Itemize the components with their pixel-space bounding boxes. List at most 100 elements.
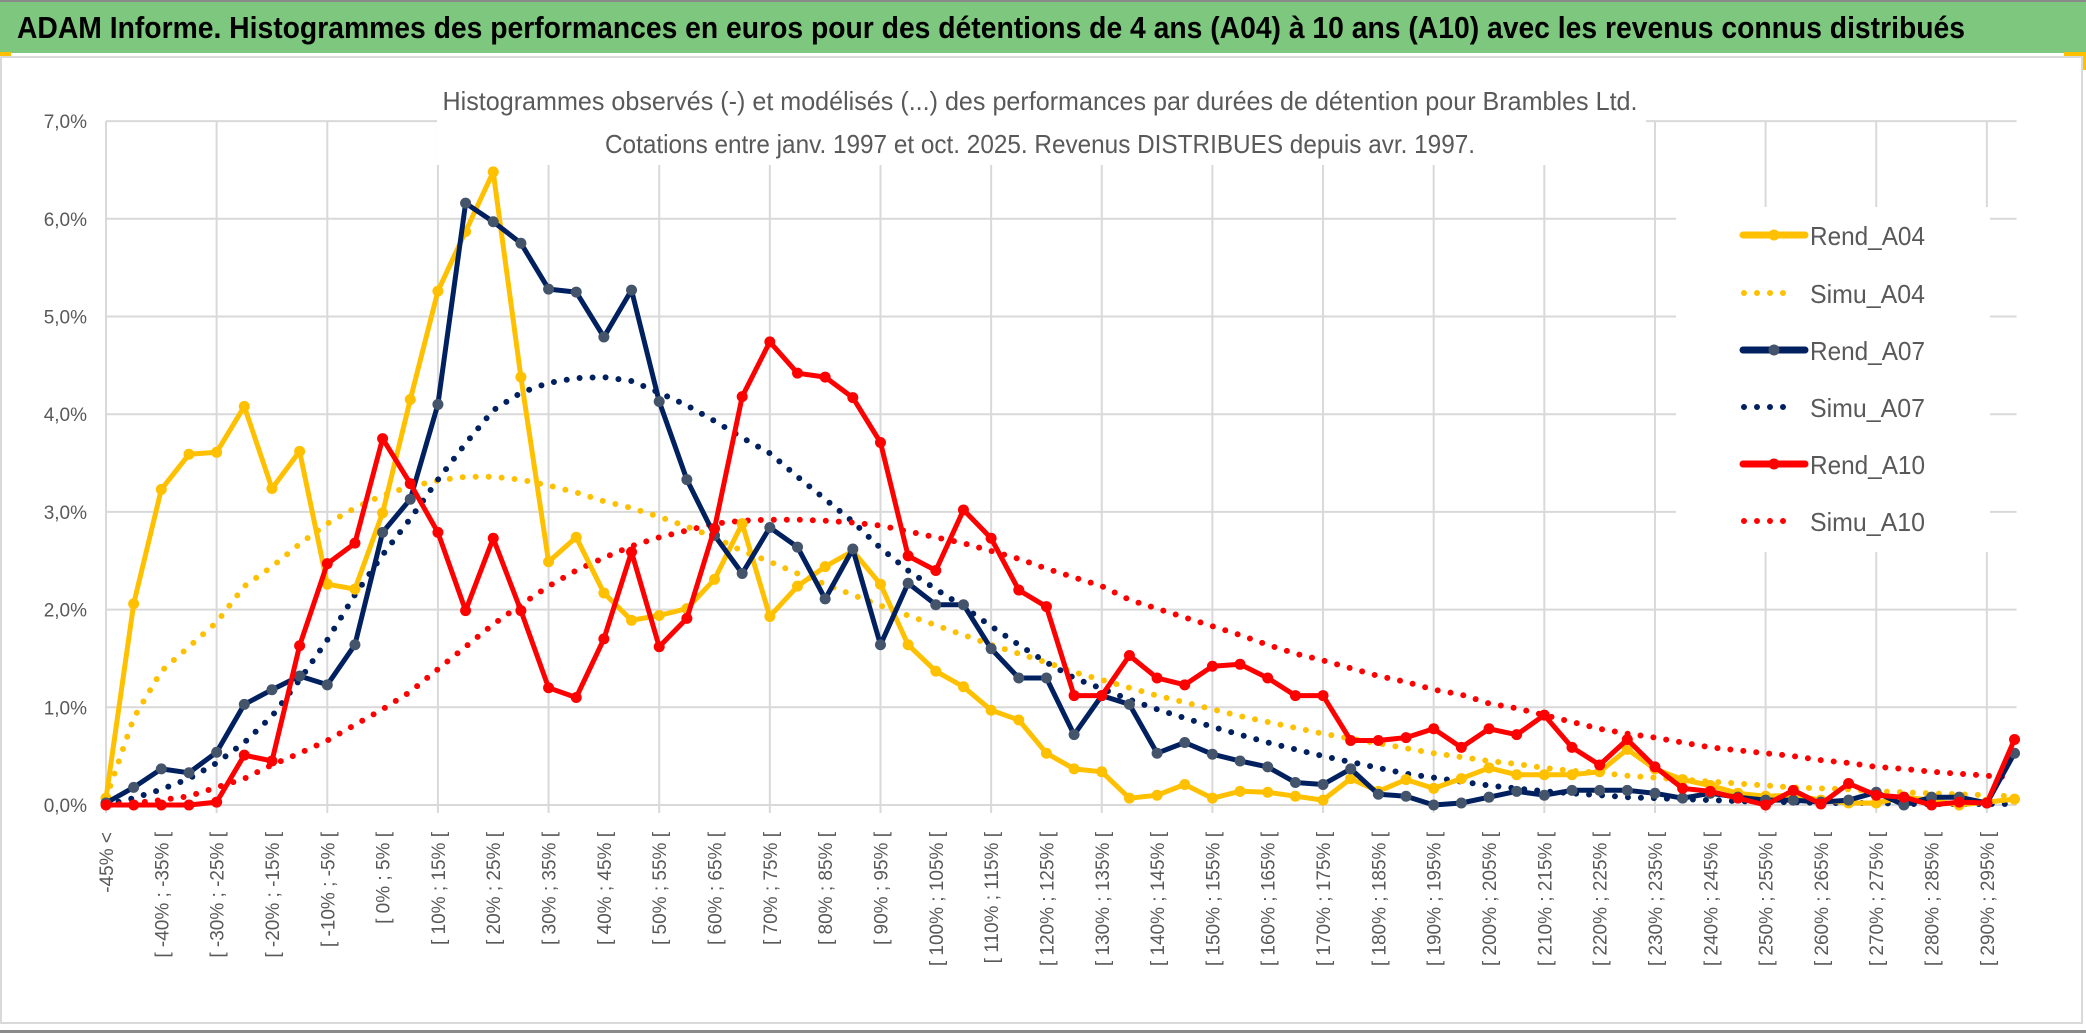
data-point[interactable] xyxy=(515,371,527,383)
data-point[interactable] xyxy=(570,692,582,704)
data-point[interactable] xyxy=(1068,690,1080,702)
data-point[interactable] xyxy=(1428,799,1440,811)
data-point[interactable] xyxy=(626,546,638,558)
data-point[interactable] xyxy=(1898,791,1910,803)
series-rend-a10[interactable] xyxy=(100,336,2021,811)
data-point[interactable] xyxy=(211,746,223,758)
data-point[interactable] xyxy=(764,610,776,622)
data-point[interactable] xyxy=(570,286,582,298)
data-point[interactable] xyxy=(294,670,306,682)
legend-item-simu-a10[interactable]: Simu_A10 xyxy=(1741,507,1925,537)
data-point[interactable] xyxy=(792,580,803,592)
data-point[interactable] xyxy=(377,433,389,445)
data-point[interactable] xyxy=(1483,723,1495,735)
data-point[interactable] xyxy=(930,565,942,577)
data-point[interactable] xyxy=(1981,797,1993,809)
series-simu-a04[interactable] xyxy=(103,473,2018,802)
data-point[interactable] xyxy=(736,567,748,579)
data-point[interactable] xyxy=(1677,792,1689,804)
data-point[interactable] xyxy=(709,523,721,535)
data-point[interactable] xyxy=(681,612,693,624)
data-point[interactable] xyxy=(1096,690,1108,702)
data-point[interactable] xyxy=(404,493,416,505)
data-point[interactable] xyxy=(1013,584,1025,596)
data-point[interactable] xyxy=(792,367,803,379)
data-point[interactable] xyxy=(1068,729,1080,741)
data-point[interactable] xyxy=(1123,698,1135,710)
data-point[interactable] xyxy=(1179,778,1191,790)
data-point[interactable] xyxy=(1926,799,1938,811)
data-point[interactable] xyxy=(1483,762,1495,774)
data-point[interactable] xyxy=(1455,773,1467,785)
data-point[interactable] xyxy=(653,609,665,621)
data-point[interactable] xyxy=(349,537,361,549)
data-point[interactable] xyxy=(1621,734,1633,746)
data-point[interactable] xyxy=(1234,755,1246,767)
legend-item-rend-a07[interactable]: Rend_A07 xyxy=(1739,336,1925,366)
data-point[interactable] xyxy=(1594,759,1606,771)
data-point[interactable] xyxy=(2009,734,2021,746)
data-point[interactable] xyxy=(1870,797,1882,809)
data-point[interactable] xyxy=(377,507,389,519)
data-point[interactable] xyxy=(487,216,499,228)
data-point[interactable] xyxy=(128,799,140,811)
data-point[interactable] xyxy=(626,284,638,296)
data-point[interactable] xyxy=(155,763,167,775)
data-point[interactable] xyxy=(460,197,472,209)
data-point[interactable] xyxy=(1621,784,1633,796)
legend-item-simu-a04[interactable]: Simu_A04 xyxy=(1741,279,1925,309)
data-point[interactable] xyxy=(1123,792,1135,804)
data-point[interactable] xyxy=(432,398,444,410)
data-point[interactable] xyxy=(349,639,361,651)
data-point[interactable] xyxy=(847,392,859,404)
data-point[interactable] xyxy=(1262,672,1274,684)
data-point[interactable] xyxy=(1317,794,1329,806)
data-point[interactable] xyxy=(1898,799,1910,811)
data-point[interactable] xyxy=(1704,785,1716,797)
data-point[interactable] xyxy=(1206,792,1218,804)
data-point[interactable] xyxy=(1511,729,1523,741)
data-point[interactable] xyxy=(1372,788,1384,800)
data-point[interactable] xyxy=(2009,793,2021,805)
data-point[interactable] xyxy=(1372,735,1384,747)
legend-item-simu-a07[interactable]: Simu_A07 xyxy=(1741,393,1925,423)
data-point[interactable] xyxy=(1511,785,1523,797)
data-point[interactable] xyxy=(957,504,969,516)
data-point[interactable] xyxy=(1400,774,1412,786)
data-point[interactable] xyxy=(1483,791,1495,803)
data-point[interactable] xyxy=(1234,785,1246,797)
data-point[interactable] xyxy=(930,665,942,677)
data-point[interactable] xyxy=(1206,660,1218,672)
data-point[interactable] xyxy=(1566,784,1578,796)
data-point[interactable] xyxy=(874,437,886,449)
data-point[interactable] xyxy=(764,522,776,534)
data-point[interactable] xyxy=(183,799,195,811)
data-point[interactable] xyxy=(404,478,416,490)
data-point[interactable] xyxy=(1760,799,1772,811)
data-point[interactable] xyxy=(266,482,278,494)
data-point[interactable] xyxy=(1289,777,1301,789)
data-point[interactable] xyxy=(1179,736,1191,748)
data-point[interactable] xyxy=(1317,690,1329,702)
data-point[interactable] xyxy=(1262,761,1274,773)
data-point[interactable] xyxy=(1843,778,1855,790)
data-point[interactable] xyxy=(238,698,250,710)
data-point[interactable] xyxy=(653,641,665,653)
series-rend-a07[interactable] xyxy=(100,197,2021,811)
data-point[interactable] xyxy=(874,578,886,590)
data-point[interactable] xyxy=(1206,748,1218,760)
data-point[interactable] xyxy=(1289,690,1301,702)
data-point[interactable] xyxy=(1649,787,1661,799)
data-point[interactable] xyxy=(570,531,582,543)
data-point[interactable] xyxy=(598,587,610,599)
data-point[interactable] xyxy=(902,577,914,589)
data-point[interactable] xyxy=(1400,790,1412,802)
data-point[interactable] xyxy=(543,556,555,568)
data-point[interactable] xyxy=(155,483,167,495)
data-point[interactable] xyxy=(957,599,969,611)
data-point[interactable] xyxy=(238,749,250,761)
data-point[interactable] xyxy=(598,633,610,645)
data-point[interactable] xyxy=(1538,769,1550,781)
data-point[interactable] xyxy=(1538,789,1550,801)
series-simu-a07[interactable] xyxy=(103,374,2018,808)
